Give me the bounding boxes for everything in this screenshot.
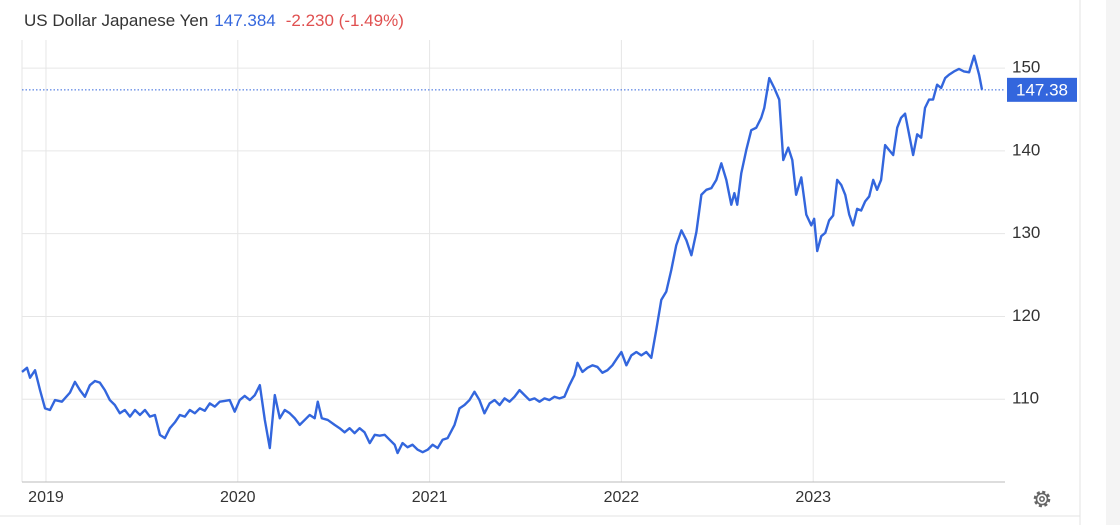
gear-hub <box>1039 496 1045 502</box>
x-tick-label: 2023 <box>795 489 831 506</box>
chart-title: US Dollar Japanese Yen <box>24 11 208 30</box>
y-tick-label: 130 <box>1012 223 1040 242</box>
gear-teeth <box>1033 490 1051 508</box>
side-panel <box>1106 0 1120 525</box>
gear-ring <box>1035 492 1049 506</box>
price: 147.384 <box>214 11 275 30</box>
y-tick-label: 140 <box>1012 140 1040 159</box>
y-tick-label: 150 <box>1012 58 1040 77</box>
x-tick-label: 2022 <box>604 489 640 506</box>
price-change: -2.230 (-1.49%) <box>286 11 404 30</box>
y-tick-label: 120 <box>1012 306 1040 325</box>
x-tick-label: 2019 <box>28 489 64 506</box>
settings-icon[interactable] <box>1033 490 1051 508</box>
current-level-box <box>1007 77 1077 102</box>
price-line <box>21 54 984 455</box>
x-tick-label: 2021 <box>412 489 448 506</box>
x-tick-label: 2020 <box>220 489 256 506</box>
y-tick-label: 110 <box>1012 389 1039 408</box>
current-level-label: 147.38 <box>1016 80 1068 99</box>
chart-header: US Dollar Japanese Yen 147.384 -2.230 (-1.… <box>24 11 404 30</box>
